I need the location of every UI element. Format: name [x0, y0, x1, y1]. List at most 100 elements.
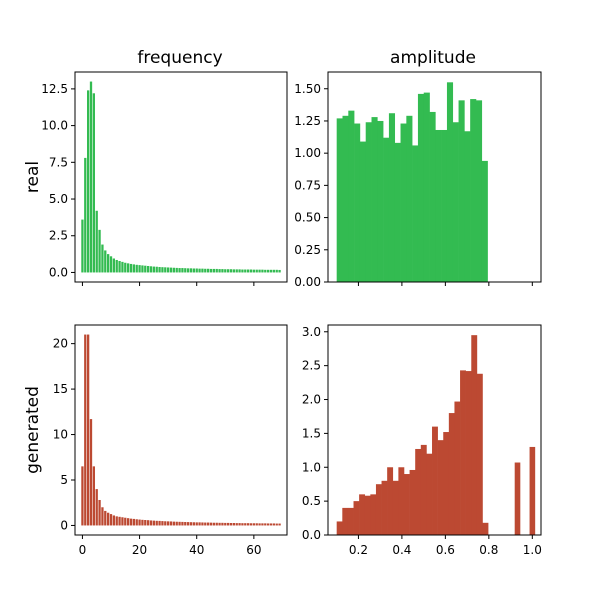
real-frequency-bar	[121, 261, 124, 273]
generated-frequency-y-tick-label: 0	[60, 518, 68, 532]
real-frequency-y-tick-label: 0.0	[49, 265, 68, 279]
real-frequency-bar	[229, 269, 233, 273]
generated-frequency-bar	[89, 419, 93, 526]
real-frequency-y-tick-label: 5.0	[49, 192, 68, 206]
generated-frequency-bar	[192, 522, 195, 526]
real-frequency-bar	[269, 269, 273, 273]
generated-frequency-bar	[187, 522, 190, 526]
real-frequency-bar	[249, 269, 253, 273]
generated-frequency-bar	[84, 334, 87, 526]
generated-frequency-bar	[227, 522, 230, 526]
real-frequency-bar	[184, 268, 187, 273]
real-frequency-y-tick-label: 2.5	[49, 229, 68, 243]
generated-frequency-bar	[109, 514, 113, 526]
generated-amplitude-bar	[353, 501, 360, 535]
real-frequency-bar	[118, 261, 121, 273]
generated-frequency-y-tick-label: 10	[53, 428, 68, 442]
generated-frequency-bar	[87, 334, 90, 526]
real-frequency-bar	[107, 254, 110, 273]
generated-frequency-x-tick-label: 0	[79, 543, 87, 557]
generated-amplitude-bar	[415, 448, 422, 535]
real-amplitude-y-tick-label: 0.25	[294, 243, 321, 257]
generated-frequency-bar	[201, 522, 204, 526]
generated-amplitude-y-tick-label: 2.5	[302, 359, 321, 373]
real-frequency-bar	[127, 263, 130, 273]
generated-frequency-bar	[138, 519, 141, 526]
generated-amplitude-bar	[460, 370, 466, 535]
real-frequency-bar	[92, 93, 95, 273]
generated-frequency-bar	[275, 523, 278, 526]
generated-amplitude-bar	[432, 426, 438, 535]
real-amplitude-bar	[406, 115, 413, 282]
generated-frequency-bar	[101, 507, 104, 526]
generated-frequency-bar	[178, 521, 181, 526]
generated-frequency-bar	[224, 522, 227, 526]
real-frequency-bar	[212, 268, 215, 273]
generated-frequency-bar	[195, 522, 198, 526]
generated-amplitude-axes-frame	[327, 324, 542, 536]
real-amplitude-bar	[354, 123, 361, 282]
generated-frequency-y-tick-label: 20	[53, 337, 68, 351]
generated-frequency-axes-frame	[74, 324, 288, 536]
generated-frequency-bar	[244, 523, 247, 526]
real-frequency-bar	[175, 267, 178, 273]
real-frequency-bar	[178, 268, 181, 273]
real-frequency-bar	[158, 267, 161, 273]
generated-frequency-bar	[278, 523, 281, 526]
generated-frequency-bar	[172, 521, 175, 526]
real-frequency-bar	[278, 269, 281, 273]
generated-amplitude-bar	[471, 335, 478, 535]
real-frequency-bar	[267, 269, 270, 273]
generated-frequency-bar	[189, 522, 193, 526]
real-frequency-bar	[149, 266, 153, 273]
real-amplitude-bar	[446, 82, 454, 282]
real-frequency-y-tick-label: 12.5	[41, 82, 68, 96]
real-frequency-bar	[252, 269, 255, 273]
generated-frequency-x-tick-label: 20	[132, 543, 147, 557]
generated-frequency-bar	[181, 521, 184, 526]
real-frequency-bar	[98, 229, 101, 273]
real-amplitude-bar	[388, 113, 396, 282]
generated-frequency-y-tick-label: 15	[53, 382, 68, 396]
generated-amplitude-y-tick-label: 0.5	[302, 494, 321, 508]
generated-amplitude-bar	[370, 494, 377, 535]
generated-frequency-bar	[264, 523, 267, 526]
generated-amplitude-bar	[409, 469, 416, 535]
real-frequency-bar	[112, 258, 115, 273]
real-frequency-bar	[261, 269, 264, 273]
generated-frequency-bar	[212, 522, 215, 526]
generated-amplitude-x-tick-label: 0.8	[479, 543, 498, 557]
generated-frequency-bar	[169, 521, 173, 526]
generated-frequency-x-tick-label: 60	[246, 543, 261, 557]
generated-frequency-bar	[255, 523, 258, 526]
generated-frequency-bar	[215, 522, 218, 526]
generated-frequency-bar	[152, 520, 155, 526]
generated-frequency-bar	[235, 523, 238, 526]
generated-frequency-y-tick-label: 5	[60, 473, 68, 487]
real-amplitude-y-tick-label: 1.00	[294, 146, 321, 160]
real-frequency-bar	[101, 244, 104, 273]
real-frequency-bar	[192, 268, 195, 273]
real-frequency-bar	[258, 269, 261, 273]
real-frequency-bar	[109, 256, 113, 273]
generated-frequency-bar	[115, 516, 118, 526]
real-amplitude-bar	[342, 115, 349, 282]
generated-frequency-bar	[167, 521, 170, 526]
generated-frequency-bar	[124, 517, 127, 526]
generated-frequency-bar	[184, 522, 187, 526]
generated-amplitude-bar	[336, 521, 343, 535]
generated-amplitude-bar	[381, 480, 388, 535]
generated-amplitude-bar	[375, 484, 382, 535]
real-amplitude-bar	[429, 111, 436, 282]
generated-frequency-bar	[207, 522, 210, 526]
generated-frequency-bar	[147, 520, 150, 526]
real-frequency-bar	[161, 267, 164, 273]
generated-frequency-bar	[104, 510, 107, 526]
real-frequency-bar	[124, 262, 127, 273]
real-frequency-bar	[207, 268, 210, 273]
generated-amplitude-bar	[364, 495, 371, 535]
real-amplitude-bar	[371, 117, 378, 282]
real-amplitude-bar	[336, 118, 343, 282]
real-frequency-bar	[218, 269, 221, 273]
real-amplitude-bar	[464, 131, 471, 282]
